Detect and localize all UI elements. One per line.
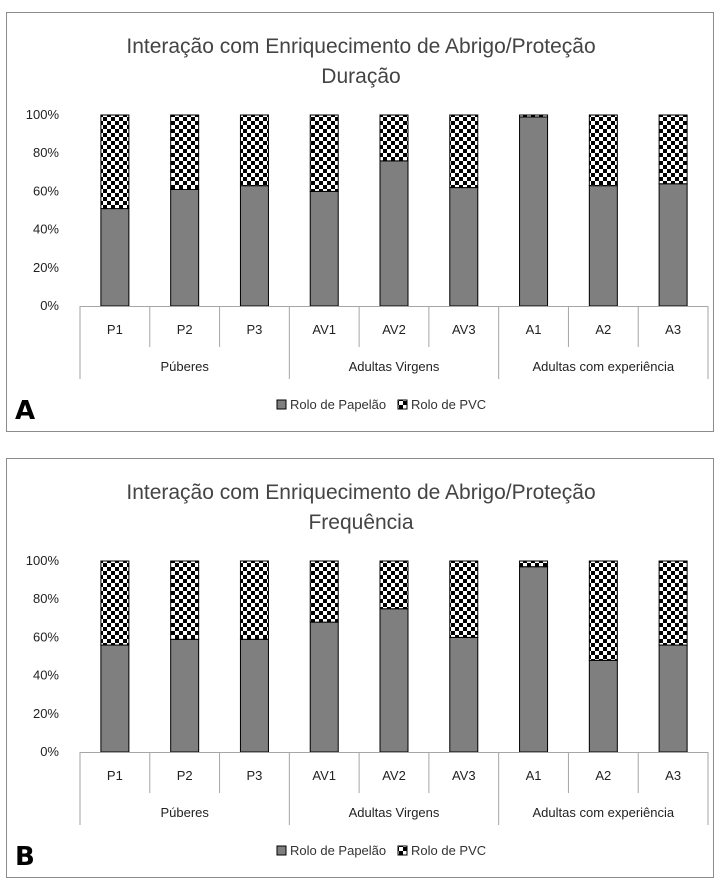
bar-P3-papelao (239, 185, 269, 307)
legend-swatch-papelao (276, 845, 287, 856)
bar-AV1-papelao (309, 190, 339, 307)
bar-A3-pvc (658, 560, 688, 646)
bar-AV1-papelao (309, 621, 339, 753)
bar-AV2-pvc (379, 560, 409, 610)
bar-P1-pvc (100, 114, 130, 210)
category-label: AV1 (312, 322, 336, 337)
bar-P2-pvc (170, 560, 200, 640)
category-label: P1 (107, 322, 123, 337)
bar-P2-papelao (170, 638, 200, 753)
y-tick-label: 0% (40, 298, 59, 313)
category-label: A3 (665, 768, 681, 783)
chart-panel-b: Interação com Enriquecimento de Abrigo/P… (6, 458, 714, 878)
category-label: AV3 (452, 768, 476, 783)
y-tick-label: 60% (33, 629, 59, 644)
bar-A1-papelao (519, 566, 549, 753)
chart-title: Interação com Enriquecimento de Abrigo/P… (126, 481, 595, 504)
legend-label: Rolo de Papelão (290, 843, 386, 858)
y-tick-label: 40% (33, 668, 59, 683)
bar-A3-pvc (658, 114, 688, 185)
y-tick-label: 100% (26, 107, 60, 122)
category-label: P3 (246, 768, 262, 783)
bar-P1-papelao (100, 644, 130, 753)
legend-label: Rolo de PVC (411, 843, 486, 858)
y-tick-label: 40% (33, 222, 59, 237)
bar-AV2-papelao (379, 160, 409, 307)
y-tick-label: 80% (33, 591, 59, 606)
category-label: P2 (177, 768, 193, 783)
bar-AV2-pvc (379, 114, 409, 162)
bar-P1-papelao (100, 208, 130, 307)
bar-AV2-papelao (379, 608, 409, 753)
bar-P2-pvc (170, 114, 200, 190)
y-tick-label: 80% (33, 145, 59, 160)
category-label: A1 (526, 768, 542, 783)
legend-label: Rolo de PVC (411, 397, 486, 412)
group-label: Adultas com experiência (533, 359, 675, 374)
bar-P3-pvc (239, 560, 269, 640)
bar-A1-papelao (519, 116, 549, 307)
bar-A3-papelao (658, 183, 688, 307)
group-label: Adultas Virgens (349, 359, 440, 374)
bar-A1-pvc (519, 114, 549, 118)
bar-AV1-pvc (309, 560, 339, 623)
chart-panel-a: Interação com Enriquecimento de Abrigo/P… (6, 12, 714, 432)
bar-P2-papelao (170, 188, 200, 307)
chart-subtitle: Frequência (308, 511, 413, 534)
group-label: Púberes (160, 359, 209, 374)
bar-P3-papelao (239, 638, 269, 753)
legend-swatch-pvc (397, 845, 408, 856)
chart-title: Interação com Enriquecimento de Abrigo/P… (126, 35, 595, 58)
panel-letter: A (15, 396, 35, 426)
category-label: A3 (665, 322, 681, 337)
legend-swatch-pvc (397, 399, 408, 410)
category-label: P3 (246, 322, 262, 337)
category-label: AV1 (312, 768, 336, 783)
bar-A1-pvc (519, 560, 549, 568)
category-label: A2 (595, 768, 611, 783)
category-label: AV2 (382, 768, 406, 783)
category-label: A1 (526, 322, 542, 337)
y-tick-label: 60% (33, 183, 59, 198)
category-label: P2 (177, 322, 193, 337)
bar-AV3-pvc (449, 114, 479, 189)
bar-A2-pvc (588, 114, 618, 187)
y-tick-label: 20% (33, 706, 59, 721)
bar-AV3-pvc (449, 560, 479, 638)
bar-AV1-pvc (309, 114, 339, 192)
panel-letter: B (15, 842, 35, 872)
group-label: Adultas com experiência (533, 805, 675, 820)
bar-AV3-papelao (449, 636, 479, 753)
y-tick-label: 20% (33, 260, 59, 275)
bar-P1-pvc (100, 560, 130, 646)
group-label: Púberes (160, 805, 209, 820)
bar-P3-pvc (239, 114, 269, 187)
chart-a-svg: Interação com Enriquecimento de Abrigo/P… (15, 35, 709, 426)
bar-A2-papelao (588, 659, 618, 753)
bar-A3-papelao (658, 644, 688, 753)
legend-label: Rolo de Papelão (290, 397, 386, 412)
y-tick-label: 0% (40, 744, 59, 759)
chart-b-svg: Interação com Enriquecimento de Abrigo/P… (15, 481, 709, 872)
category-label: A2 (595, 322, 611, 337)
chart-subtitle: Duração (321, 65, 400, 88)
category-label: P1 (107, 768, 123, 783)
category-label: AV2 (382, 322, 406, 337)
legend-swatch-papelao (276, 399, 287, 410)
y-tick-label: 100% (26, 553, 60, 568)
category-label: AV3 (452, 322, 476, 337)
bar-A2-pvc (588, 560, 618, 661)
bar-AV3-papelao (449, 187, 479, 307)
bar-A2-papelao (588, 185, 618, 307)
group-label: Adultas Virgens (349, 805, 440, 820)
